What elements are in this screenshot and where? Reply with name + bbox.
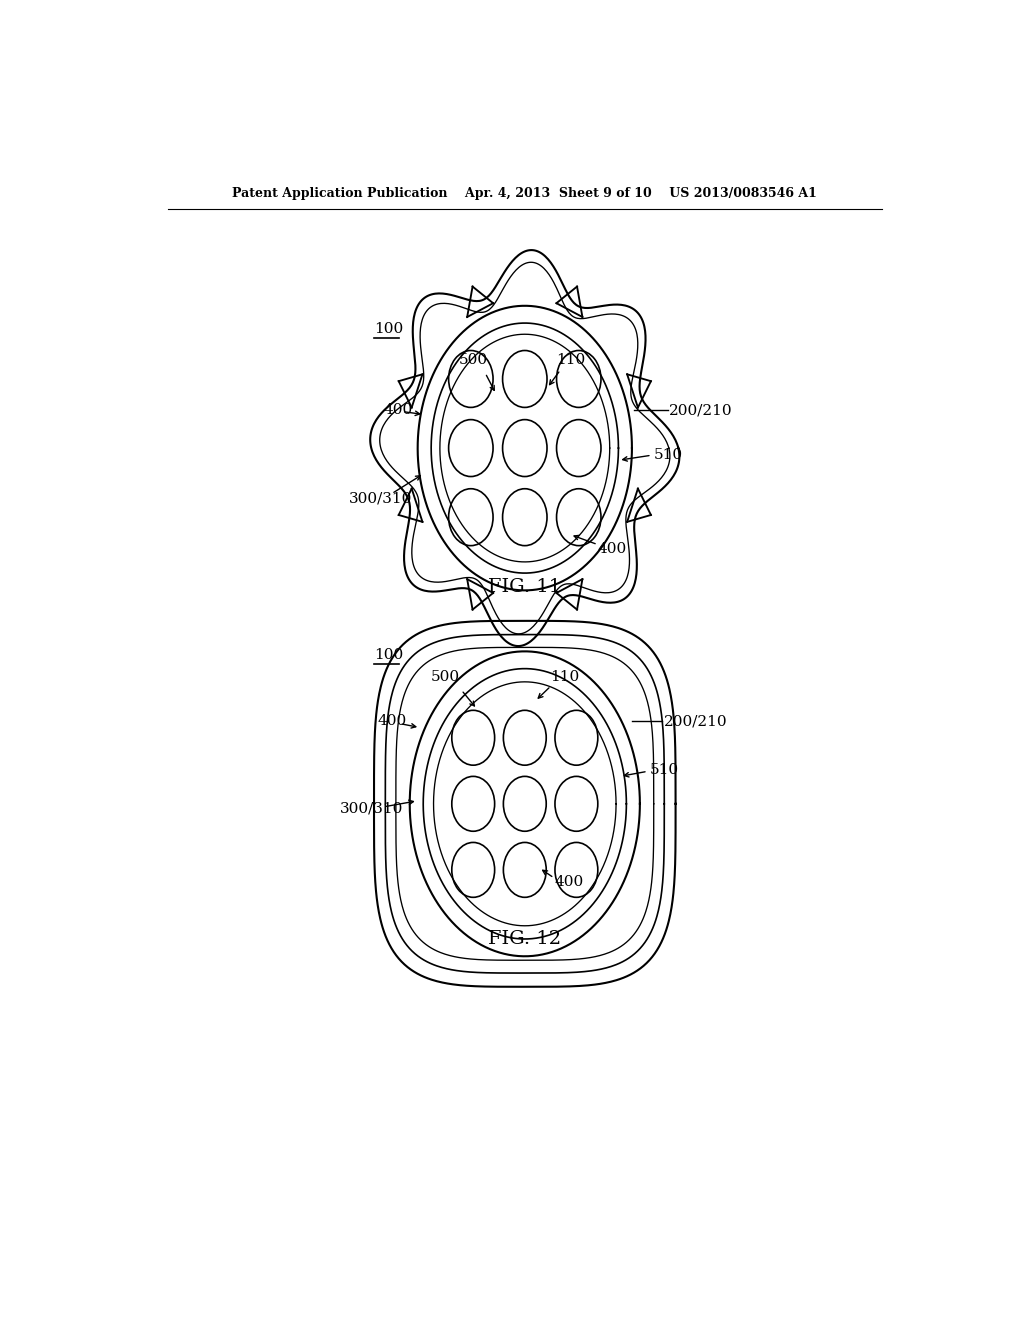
Text: 110: 110	[550, 669, 580, 684]
Text: 300/310: 300/310	[348, 492, 412, 506]
Text: Patent Application Publication    Apr. 4, 2013  Sheet 9 of 10    US 2013/0083546: Patent Application Publication Apr. 4, 2…	[232, 187, 817, 201]
Text: 510: 510	[653, 449, 682, 462]
Text: 400: 400	[384, 404, 413, 417]
Text: 100: 100	[374, 322, 403, 337]
Text: 400: 400	[598, 541, 627, 556]
Text: 400: 400	[554, 875, 584, 890]
Text: 300/310: 300/310	[340, 801, 403, 816]
Text: 110: 110	[557, 352, 586, 367]
Text: 200/210: 200/210	[670, 404, 733, 417]
Text: 400: 400	[378, 714, 408, 729]
Text: 500: 500	[431, 669, 460, 684]
Text: 200/210: 200/210	[664, 714, 727, 729]
Text: FIG. 11: FIG. 11	[488, 578, 561, 597]
Text: 510: 510	[649, 763, 679, 777]
Text: 100: 100	[374, 648, 403, 661]
Text: FIG. 12: FIG. 12	[488, 931, 561, 948]
Text: 500: 500	[459, 352, 487, 367]
